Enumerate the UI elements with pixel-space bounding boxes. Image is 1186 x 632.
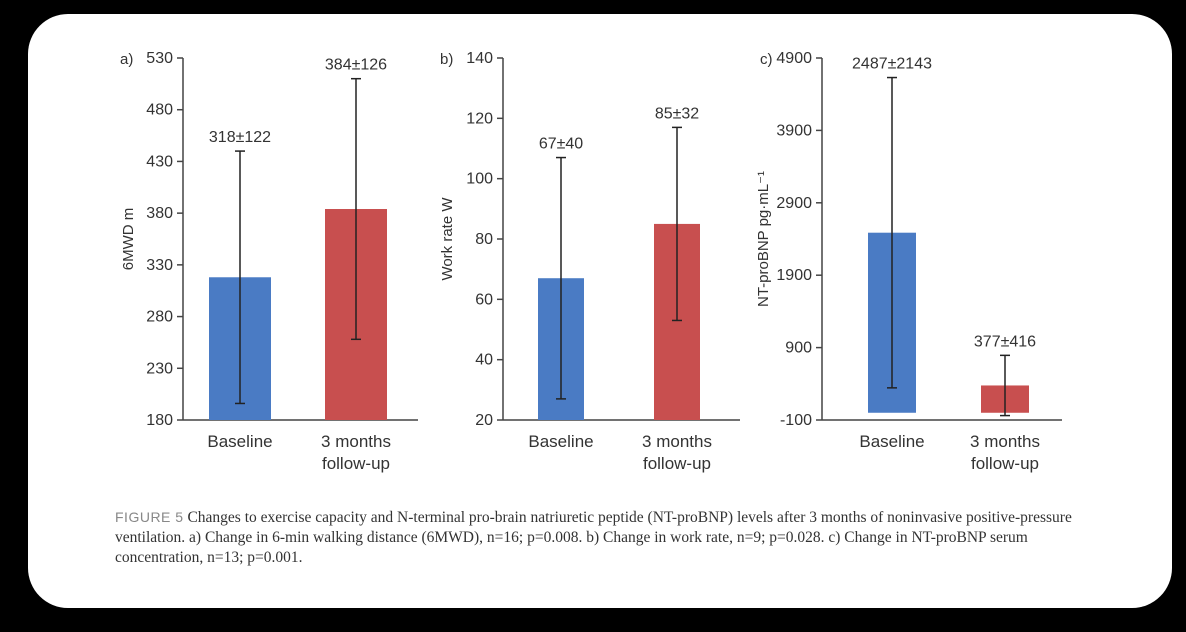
category-label-line: Baseline [859,432,924,451]
category-label-line: follow-up [322,454,390,473]
y-tick-label: 80 [475,231,493,248]
panel-label: c) [760,51,773,68]
figure-caption: FIGURE 5 Changes to exercise capacity an… [115,507,1075,568]
y-tick-label: 120 [466,110,493,127]
panel-label: a) [120,51,133,68]
x-category-label: 3 months follow-up [642,432,712,473]
data-label: 377±416 [974,333,1036,350]
y-tick-label: 100 [466,171,493,188]
y-tick-label: 40 [475,352,493,369]
y-tick-label: 20 [475,412,493,429]
y-tick-label: 140 [466,50,493,67]
category-label-line: Baseline [207,432,272,451]
caption-figure-label: FIGURE 5 [115,509,184,525]
y-tick-label: 430 [146,153,173,170]
panel-label: b) [440,51,453,68]
y-tick-label: 2900 [776,195,812,212]
y-tick-label: -100 [780,412,812,429]
y-tick-label: 530 [146,50,173,67]
data-label: 67±40 [539,136,583,153]
x-category-label: 3 months follow-up [321,432,391,473]
data-label: 85±32 [655,105,699,122]
category-label-line: 3 months [321,432,391,451]
y-tick-label: 330 [146,257,173,274]
y-tick-label: 4900 [776,50,812,67]
x-category-label: Baseline [859,432,924,451]
x-category-label: Baseline [528,432,593,451]
category-label-line: 3 months [642,432,712,451]
y-tick-label: 3900 [776,122,812,139]
y-tick-label: 180 [146,412,173,429]
chart-panel-3: c) -100 900 1900 2900 3900 4900 NT-proBNP pg·mL… [755,50,1062,473]
y-tick-label: 280 [146,309,173,326]
category-label-line: follow-up [971,454,1039,473]
x-category-label: Baseline [207,432,272,451]
y-axis-label: 6MWD m [120,208,137,271]
y-tick-label: 900 [785,340,812,357]
y-tick-label: 480 [146,102,173,119]
data-label: 318±122 [209,129,271,146]
y-axis-label: Work rate W [439,197,456,281]
category-label-line: follow-up [643,454,711,473]
x-category-label: 3 months follow-up [970,432,1040,473]
y-axis-label: NT-proBNP pg·mL⁻¹ [755,171,772,307]
y-tick-label: 380 [146,205,173,222]
chart-panel-2: b) 20 40 60 80 100 120 140 Work rate W 67±40 Basel… [439,50,740,473]
y-tick-label: 1900 [776,267,812,284]
category-label-line: 3 months [970,432,1040,451]
y-tick-label: 230 [146,360,173,377]
data-label: 384±126 [325,57,387,74]
category-label-line: Baseline [528,432,593,451]
chart-panel-1: a) 180 230 280 330 380 430 480 530 6MWD m 318±122 B… [120,50,418,473]
y-tick-label: 60 [475,291,493,308]
data-label: 2487±2143 [852,56,932,73]
caption-text: Changes to exercise capacity and N-termi… [115,509,1072,566]
